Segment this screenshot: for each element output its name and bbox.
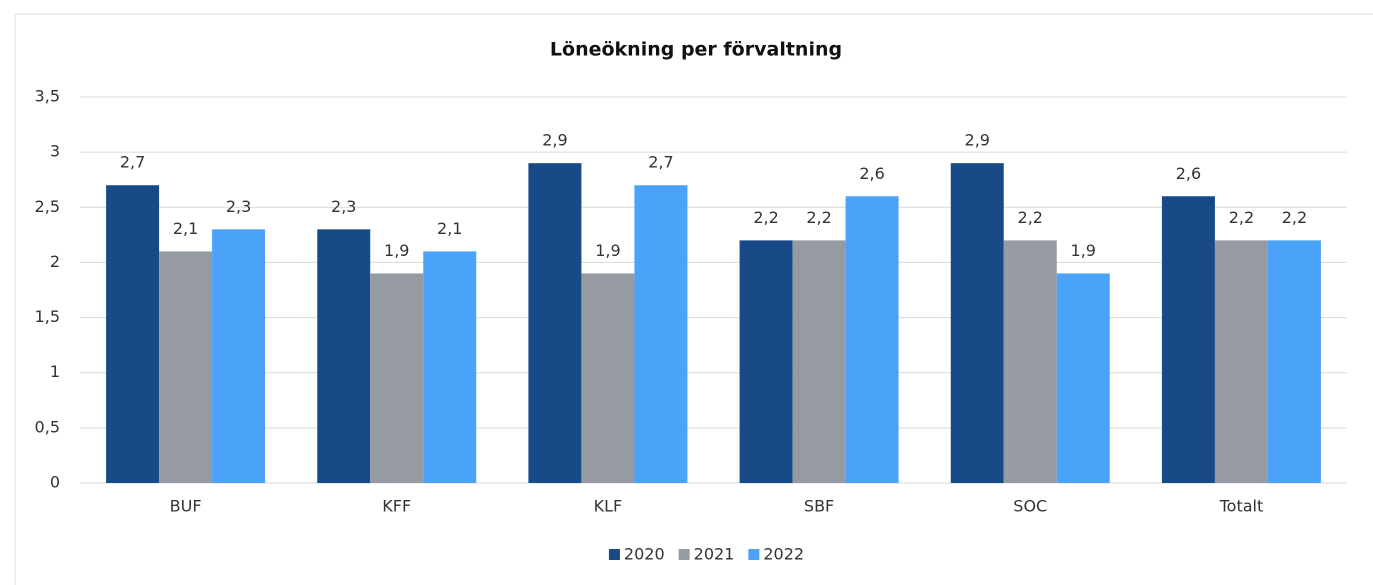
bar bbox=[212, 229, 266, 483]
x-tick-label: BUF bbox=[170, 497, 202, 516]
bar bbox=[317, 229, 371, 483]
x-tick-label: SBF bbox=[804, 497, 834, 516]
y-tick-label: 1,5 bbox=[35, 307, 60, 326]
bar bbox=[106, 185, 160, 483]
x-tick-label: KLF bbox=[594, 497, 623, 516]
bar bbox=[1214, 240, 1268, 483]
x-tick-label: SOC bbox=[1013, 497, 1047, 516]
value-label: 2,2 bbox=[1282, 208, 1307, 227]
value-label: 2,9 bbox=[542, 131, 567, 150]
bar bbox=[528, 163, 582, 483]
chart-title: Löneökning per förvaltning bbox=[550, 39, 842, 61]
value-label: 2,1 bbox=[437, 219, 462, 238]
bar bbox=[581, 273, 635, 483]
bar bbox=[370, 273, 424, 483]
bar bbox=[1267, 240, 1321, 483]
value-label: 2,7 bbox=[120, 153, 145, 172]
value-label: 1,9 bbox=[595, 241, 620, 260]
bar bbox=[634, 185, 688, 483]
value-label: 2,2 bbox=[1018, 208, 1043, 227]
bar bbox=[159, 251, 213, 483]
bar bbox=[792, 240, 846, 483]
value-label: 2,2 bbox=[1229, 208, 1254, 227]
legend-swatch bbox=[608, 549, 620, 560]
y-tick-label: 2 bbox=[50, 252, 60, 271]
x-tick-label: KFF bbox=[382, 497, 411, 516]
legend-label: 2020 bbox=[624, 545, 665, 564]
legend-label: 2021 bbox=[694, 545, 735, 564]
legend-swatch bbox=[678, 549, 690, 560]
y-tick-label: 2,5 bbox=[35, 197, 60, 216]
y-tick-label: 0 bbox=[50, 473, 60, 492]
bar bbox=[1161, 196, 1215, 483]
value-label: 2,6 bbox=[859, 164, 884, 183]
value-label: 2,7 bbox=[648, 153, 673, 172]
bar bbox=[845, 196, 899, 483]
value-label: 2,2 bbox=[806, 208, 831, 227]
value-label: 2,1 bbox=[173, 219, 198, 238]
value-label: 2,2 bbox=[753, 208, 778, 227]
x-tick-label: Totalt bbox=[1219, 497, 1264, 516]
bar bbox=[1056, 273, 1110, 483]
y-tick-label: 1 bbox=[50, 362, 60, 381]
bar bbox=[1003, 240, 1057, 483]
value-label: 2,9 bbox=[965, 131, 990, 150]
value-label: 1,9 bbox=[384, 241, 409, 260]
y-tick-label: 3,5 bbox=[35, 87, 60, 106]
bar bbox=[950, 163, 1004, 483]
y-tick-label: 3 bbox=[50, 142, 60, 161]
bar bbox=[423, 251, 477, 483]
bar bbox=[739, 240, 793, 483]
value-label: 2,6 bbox=[1176, 164, 1201, 183]
y-tick-label: 0,5 bbox=[35, 417, 60, 436]
legend-swatch bbox=[748, 549, 760, 560]
value-label: 1,9 bbox=[1071, 241, 1096, 260]
value-label: 2,3 bbox=[331, 197, 356, 216]
value-label: 2,3 bbox=[226, 197, 251, 216]
legend-label: 2022 bbox=[763, 545, 804, 564]
